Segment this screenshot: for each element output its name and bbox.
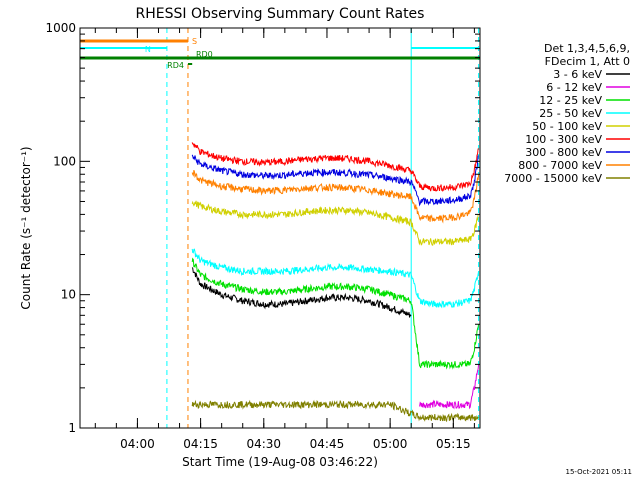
flag-bars: S N RD4 RD0 bbox=[80, 37, 480, 70]
series-line-5 bbox=[191, 142, 479, 192]
series-line-4 bbox=[191, 200, 479, 246]
x-axis-label: Start Time (19-Aug-08 03:46:22) bbox=[182, 455, 378, 469]
flag-label-0: S bbox=[192, 37, 197, 46]
footer-timestamp: 15-Oct-2021 05:11 bbox=[566, 468, 632, 476]
flag-label-4: RD0 bbox=[196, 50, 213, 59]
legend-entry-label-1: 6 - 12 keV bbox=[546, 81, 602, 94]
y-tick-label-1: 10 bbox=[61, 288, 76, 302]
legend-entry-label-6: 300 - 800 keV bbox=[525, 146, 602, 159]
series-line-6 bbox=[191, 154, 479, 207]
plot-frame bbox=[79, 27, 481, 429]
series-line-7 bbox=[191, 169, 480, 224]
y-tick-label-3: 1000 bbox=[45, 21, 76, 35]
series-line-2 bbox=[191, 257, 480, 370]
series-line-0 bbox=[191, 267, 412, 318]
legend-header-0: Det 1,3,4,5,6,9, bbox=[544, 42, 630, 55]
x-tick-label-4: 05:00 bbox=[373, 437, 408, 451]
legend-entry-label-2: 12 - 25 keV bbox=[539, 94, 602, 107]
legend-entry-label-4: 50 - 100 keV bbox=[532, 120, 602, 133]
flag-label-1: N bbox=[145, 45, 151, 54]
legend-entry-label-5: 100 - 300 keV bbox=[525, 133, 602, 146]
legend-entry-label-7: 800 - 7000 keV bbox=[518, 159, 602, 172]
y-tick-label-0: 1 bbox=[68, 421, 76, 435]
x-tick-label-1: 04:15 bbox=[183, 437, 218, 451]
x-tick-label-0: 04:00 bbox=[120, 437, 155, 451]
series-lines bbox=[191, 142, 480, 423]
x-tick-label-5: 05:15 bbox=[436, 437, 471, 451]
y-tick-label-2: 100 bbox=[53, 154, 76, 168]
legend-entry-label-3: 25 - 50 keV bbox=[539, 107, 602, 120]
x-tick-label-2: 04:30 bbox=[246, 437, 281, 451]
series-line-3 bbox=[191, 248, 480, 309]
y-axis-label: Count Rate (s⁻¹ detector⁻¹) bbox=[19, 146, 33, 309]
legend-entry-label-8: 7000 - 15000 keV bbox=[504, 172, 602, 185]
legend-entry-label-0: 3 - 6 keV bbox=[553, 68, 602, 81]
series-line-8 bbox=[191, 399, 479, 423]
legend: Det 1,3,4,5,6,9,FDecim 1, Att 03 - 6 keV… bbox=[504, 42, 630, 185]
x-tick-label-3: 04:45 bbox=[310, 437, 345, 451]
axes: 1 10 100 1000 04:00 04:15 04:30 04:45 05:00 05:15 bbox=[45, 21, 480, 451]
legend-header-1: FDecim 1, Att 0 bbox=[545, 55, 630, 68]
chart-title: RHESSI Observing Summary Count Rates bbox=[136, 6, 425, 22]
flag-label-3: RD4 bbox=[167, 61, 184, 70]
series-line-1 bbox=[419, 364, 480, 410]
vertical-markers bbox=[79, 28, 480, 428]
